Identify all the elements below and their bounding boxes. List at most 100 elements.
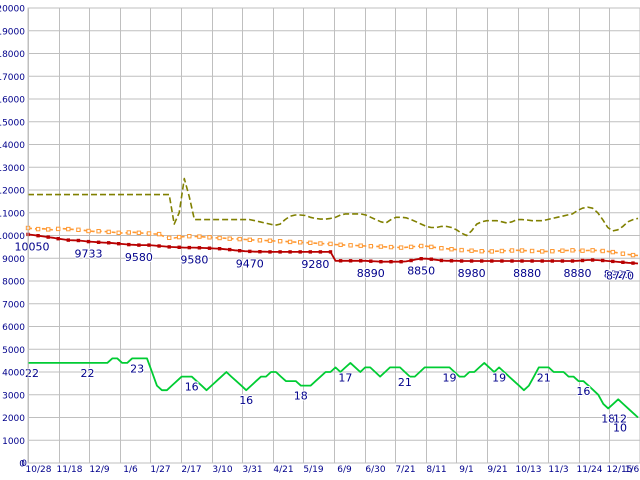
series-marker-price-main <box>46 235 50 239</box>
y-axis-tick-label: 12000 <box>0 187 25 197</box>
y-axis-tick-label: 20000 <box>0 5 25 15</box>
volume-point-label: 16 <box>239 394 253 407</box>
series-marker-price-upper-dotted <box>146 231 152 236</box>
series-marker-price-upper-dotted <box>338 242 343 248</box>
series-marker-price-main <box>560 259 565 263</box>
volume-point-label: 19 <box>443 371 457 384</box>
y-axis-tick-label: 14000 <box>0 141 25 151</box>
x-axis-tick-label: 11/24 <box>577 465 603 475</box>
series-marker-price-main <box>419 257 423 261</box>
series-marker-price-main <box>258 250 262 254</box>
series-marker-price-upper-dotted <box>227 236 232 241</box>
price-point-label: 8980 <box>458 267 486 280</box>
series-marker-price-upper-dotted <box>499 248 505 254</box>
x-axis-tick-labels: 10/28 11/18 12/9 1/6 1/27 2/17 3/10 3/31 4/21 5/1… <box>21 459 639 475</box>
x-axis-tick-label: 9/1 <box>459 465 473 475</box>
series-marker-price-main <box>631 261 635 265</box>
series-marker-price-upper-dotted <box>287 239 293 245</box>
series-marker-price-main <box>611 259 615 264</box>
series-marker-price-upper-dotted <box>489 249 495 254</box>
series-marker-price-main <box>621 260 625 264</box>
series-marker-price-main <box>338 259 343 263</box>
x-axis-tick-label: 4/21 <box>273 465 293 475</box>
price-point-label: 8890 <box>357 267 385 280</box>
series-marker-price-main <box>490 259 494 263</box>
series-marker-price-upper-dotted <box>187 234 192 239</box>
series-marker-price-main <box>570 259 575 263</box>
series-marker-price-upper-dotted <box>519 248 525 253</box>
series-marker-price-upper-dotted <box>96 229 101 234</box>
x-axis-tick-label: 7/21 <box>395 465 415 475</box>
series-marker-price-main <box>228 247 232 252</box>
series-marker-price-main <box>359 259 363 263</box>
series-marker-price-main <box>318 250 323 254</box>
y-axis-tick-labels: 0 1000 2000 3000 4000 5000 6000 7000 8000 9000 100… <box>0 5 25 470</box>
series-marker-price-upper-dotted <box>308 240 313 246</box>
series-marker-price-main <box>540 259 544 263</box>
series-marker-price-upper-dotted <box>509 248 515 253</box>
series-marker-price-main <box>268 250 272 254</box>
series-marker-price-main <box>288 250 292 254</box>
series-marker-price-upper-dotted <box>398 245 404 250</box>
series-marker-price-upper-dotted <box>46 227 51 232</box>
price-point-label: 8880 <box>513 267 541 280</box>
series-marker-price-upper-dotted <box>86 228 91 234</box>
series-marker-price-upper-dotted <box>610 249 615 255</box>
y-axis-tick-label: 10000 <box>0 232 25 242</box>
y-axis-zero-label: 0 <box>21 459 27 469</box>
price-point-label: 10050 <box>15 240 50 253</box>
series-marker-price-main <box>480 259 484 263</box>
series-marker-price-main <box>399 260 403 264</box>
series-line-volume-green <box>28 357 639 419</box>
series-marker-price-upper-dotted <box>570 248 575 253</box>
x-axis-tick-label: 8/11 <box>426 465 446 475</box>
series-marker-price-upper-dotted <box>630 252 636 258</box>
series-marker-price-main <box>459 259 464 263</box>
y-axis-tick-label: 6000 <box>2 323 25 333</box>
series-marker-price-upper-dotted <box>358 243 363 248</box>
series-marker-price-upper-dotted <box>298 240 303 245</box>
series-marker-price-upper-dotted <box>35 226 41 232</box>
series-marker-price-main <box>429 257 433 261</box>
data-series <box>25 177 639 419</box>
x-axis-tick-label: 11/18 <box>57 465 83 475</box>
series-marker-price-main <box>439 258 444 263</box>
series-marker-price-main <box>409 258 413 263</box>
series-marker-price-upper-dotted <box>580 248 585 253</box>
x-axis-tick-label: 3/31 <box>242 465 262 475</box>
series-marker-price-main <box>449 259 454 263</box>
y-axis-tick-label: 16000 <box>0 96 25 106</box>
series-marker-price-upper-dotted <box>56 226 61 232</box>
series-marker-price-main <box>601 258 605 263</box>
volume-point-label: 22 <box>81 367 95 380</box>
series-marker-price-upper-dotted <box>348 243 353 248</box>
series-line-volume-upper-dashdot <box>28 177 639 237</box>
y-axis-tick-label: 4000 <box>2 369 25 379</box>
series-marker-price-upper-dotted <box>620 251 626 256</box>
data-point-labels: 10050 9733 9580 9580 9470 9280 8890 8850 8980 888… <box>13 239 635 435</box>
series-marker-price-main <box>217 247 222 251</box>
series-marker-price-main <box>36 234 40 238</box>
series-marker-price-main <box>137 243 141 247</box>
x-axis-tick-label: 1/6 <box>625 465 640 475</box>
volume-point-label: 18 <box>294 390 308 403</box>
x-axis-tick-label: 6/9 <box>337 465 352 475</box>
volume-point-label: 23 <box>130 362 144 375</box>
x-axis-tick-label: 1/6 <box>123 465 138 475</box>
series-marker-price-upper-dotted <box>318 241 323 246</box>
y-axis-tick-label: 13000 <box>0 164 25 174</box>
price-point-label: 8850 <box>407 265 435 278</box>
series-marker-price-upper-dotted <box>167 235 172 241</box>
price-point-label: 9280 <box>301 258 329 271</box>
series-marker-price-main <box>76 238 81 243</box>
series-marker-price-main <box>167 245 171 249</box>
x-axis-tick-label: 9/21 <box>487 465 507 475</box>
series-marker-price-upper-dotted <box>106 229 111 235</box>
series-marker-price-main <box>147 243 151 247</box>
volume-point-label: 16 <box>185 381 199 394</box>
price-point-label: 8880 <box>564 267 592 280</box>
series-marker-price-main <box>238 249 242 253</box>
series-marker-price-main <box>278 250 282 254</box>
